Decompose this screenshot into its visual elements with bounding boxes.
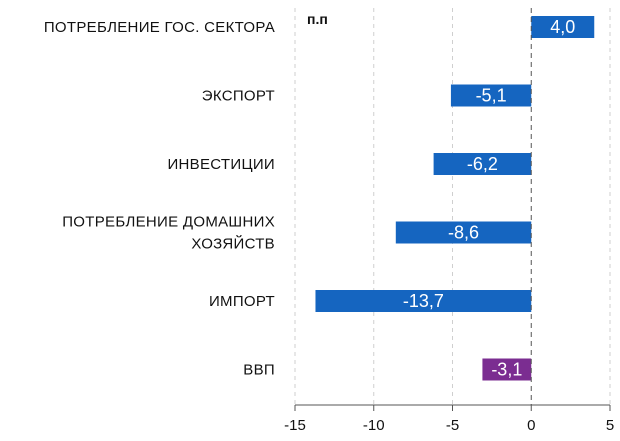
bars — [315, 16, 595, 381]
data-label: -5,1 — [476, 86, 507, 106]
bar — [450, 84, 532, 107]
x-tick-label: 0 — [527, 417, 535, 434]
grid — [294, 8, 611, 405]
category-label: ИНВЕСТИЦИИ — [167, 156, 275, 173]
x-tick-label: -15 — [284, 417, 306, 434]
data-label: -13,7 — [403, 291, 444, 311]
x-tick-label: 5 — [606, 417, 614, 434]
bar — [395, 221, 532, 244]
bar — [531, 16, 595, 38]
labels: 4,0 ПОТРЕБЛЕНИЕ ГОС. СЕКТОРА -5,1 ЭКСПОРТ -6… — [44, 17, 575, 380]
data-label: -6,2 — [467, 154, 498, 174]
category-label: ИМПОРТ — [209, 293, 275, 310]
category-label: ПОТРЕБЛЕНИЕ ДОМАШНИХ — [62, 214, 275, 231]
data-label: -3,1 — [491, 360, 522, 380]
x-tick-label: -10 — [363, 417, 385, 434]
category-label: ПОТРЕБЛЕНИЕ ГОС. СЕКТОРА — [44, 19, 275, 36]
data-label: 4,0 — [550, 17, 575, 37]
bar — [482, 358, 532, 381]
category-label: ВВП — [243, 362, 275, 379]
unit-label: п.п — [307, 11, 328, 27]
x-tick-label: -5 — [446, 417, 459, 434]
bar — [433, 153, 532, 175]
data-label: -8,6 — [448, 223, 479, 243]
category-label: ХОЗЯЙСТВ — [191, 235, 275, 253]
axes: -15 -10 -5 0 5 — [284, 8, 614, 434]
category-label: ЭКСПОРТ — [202, 88, 275, 105]
bar — [315, 290, 532, 312]
